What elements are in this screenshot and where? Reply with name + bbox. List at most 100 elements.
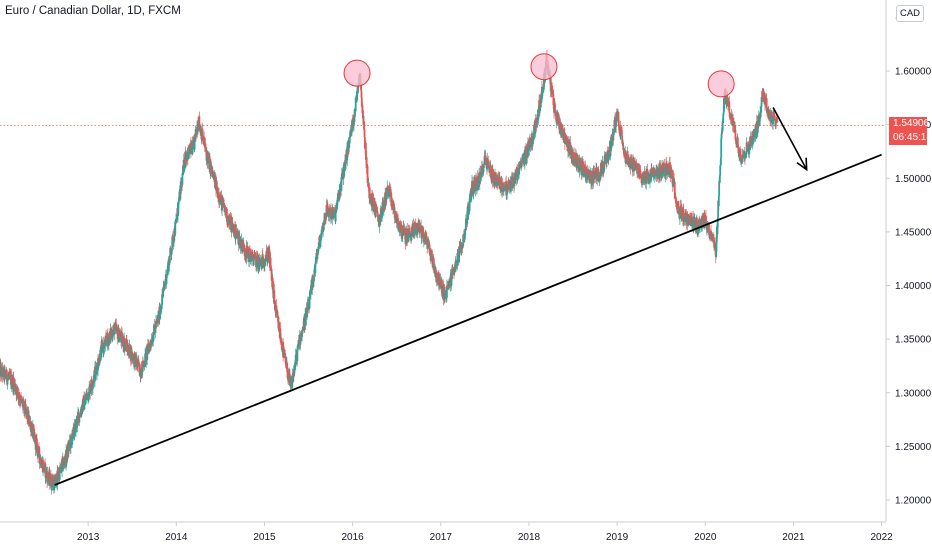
candle-body [234,224,237,240]
candle-body [224,207,227,215]
candle-body [639,170,642,174]
candle-body [393,203,395,213]
candle-body [721,120,724,132]
candle-body [206,150,209,156]
candle-body [731,114,733,120]
candle-body [762,88,765,98]
candle-body [582,161,585,170]
candle-body [604,155,607,164]
candle-body [169,247,172,251]
candle-body [83,404,86,410]
candle-body [12,377,15,382]
candle-body [431,250,433,261]
symbol-title: Euro / Canadian Dollar, 1D, FXCM [5,5,181,17]
y-tick-label: 1.50000 [895,174,932,185]
candle-body [348,139,351,148]
candle-body [615,122,617,127]
candle-body [314,263,317,274]
candle-body [99,359,102,362]
candle-body [127,352,130,356]
x-tick-label: 2013 [77,532,100,543]
candle-body [663,163,666,167]
candle-body [273,290,276,304]
candle-body [587,173,589,179]
candle-body [253,255,256,260]
candle-body [71,429,74,440]
x-tick-label: 2021 [782,532,805,543]
x-tick-label: 2017 [430,532,453,543]
x-tick-label: 2022 [870,532,893,543]
candle-body [365,157,368,168]
x-tick-label: 2014 [165,532,188,543]
candle-body [354,97,357,112]
candle-body [402,225,405,234]
candle-body [275,305,278,312]
candle-body [6,377,9,379]
candle-body [728,112,731,118]
candle-body [704,222,706,226]
last-price-value: 1.54906 [893,118,930,129]
y-tick-label: 1.45000 [895,227,932,238]
candle-body [675,203,678,208]
candle-body [289,381,292,387]
candle-body [693,218,695,226]
candle-body [160,304,163,309]
last-price-tag: 1.54906 06:45:18 [889,117,932,145]
candle-body [500,177,503,188]
x-tick-label: 2019 [606,532,629,543]
candle-body [16,386,19,393]
candle-body [734,125,737,130]
candle-body [316,251,319,255]
candle-body [90,379,93,386]
candle-body [174,220,177,222]
candle-body [69,435,72,449]
candle-body [479,173,482,181]
candle-body [734,129,737,140]
currency-button[interactable]: CAD [896,5,924,22]
candle-body [480,174,483,177]
candle-body [28,415,31,426]
candle-body [538,99,541,109]
candle-body [153,324,156,329]
peak-circle-3 [707,70,735,98]
y-tick-label: 1.40000 [895,281,932,292]
y-tick-label: 1.35000 [895,335,932,346]
candle-body [181,172,184,185]
candle-body [140,377,143,379]
candle-body [218,193,220,202]
candle-body [658,165,661,175]
candle-body [294,362,296,371]
candle-body [533,125,535,140]
candle-body [437,272,440,286]
candle-body [308,296,311,309]
candle-body [517,168,520,171]
candle-body [83,399,86,405]
candle-body [739,148,742,156]
candle-body [390,193,393,207]
candle-body [534,126,537,134]
candle-body [170,251,173,255]
y-tick-label: 1.25000 [895,442,932,453]
candle-body [466,211,469,224]
candle-body [234,237,237,240]
candle-body [490,165,492,179]
candle-body [220,195,223,198]
candle-body [16,392,19,396]
candle-body [736,137,739,148]
candle-body [356,85,359,94]
candle-body [720,138,723,158]
support-trendline [54,153,882,486]
candle-body [502,189,505,191]
candle-body [537,111,540,120]
candle-body [440,279,443,284]
candle-body [554,104,556,112]
candle-body [732,117,735,126]
y-tick-label: 1.30000 [895,388,932,399]
candle-body [748,140,751,154]
candle-body [677,208,680,214]
projection-arrow [772,107,808,171]
candle-body [20,397,23,400]
candle-body [484,155,487,158]
